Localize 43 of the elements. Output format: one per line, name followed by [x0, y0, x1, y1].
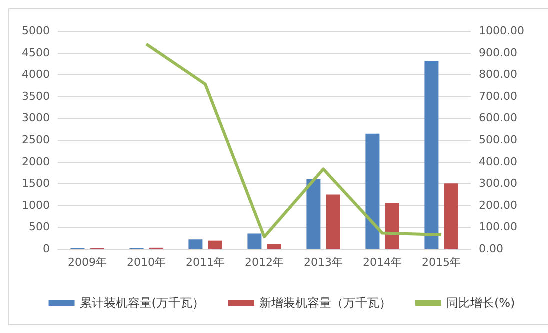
legend-label: 累计装机容量(万千瓦）: [80, 296, 204, 310]
y2-tick-label: 500.00: [479, 134, 518, 146]
y-tick-label: 2000: [22, 155, 50, 168]
bar: [188, 240, 203, 249]
y2-tick-label: 800.00: [479, 68, 518, 82]
bar: [385, 203, 400, 249]
x-tick-label: 2011年: [186, 256, 225, 269]
x-tick-label: 2012年: [245, 256, 284, 269]
y-tick-label: 4000: [22, 68, 50, 82]
y-tick-label: 5000: [22, 24, 50, 38]
x-tick-label: 2013年: [304, 256, 343, 269]
legend-label: 新增装机容量（万千瓦）: [259, 296, 392, 310]
y2-tick-label: 700.00: [479, 90, 518, 103]
bar: [444, 184, 458, 249]
y2-tick-label: 900.00: [479, 46, 518, 60]
y2-tick-label: 0.00: [479, 242, 504, 256]
y-tick-label: 500: [29, 220, 50, 234]
bar: [208, 240, 222, 249]
line-series: [145, 42, 443, 239]
y-tick-label: 3000: [22, 112, 50, 125]
y2-tick-label: 1000.00: [479, 24, 524, 38]
x-tick-label: 2014年: [363, 256, 402, 269]
x-tick-label: 2015年: [422, 256, 461, 269]
y2-tick-label: 100.00: [479, 220, 518, 234]
y-tick-label: 4500: [22, 46, 50, 60]
bar: [326, 194, 340, 249]
x-tick-label: 2009年: [68, 256, 107, 269]
legend-label: 同比增长(%): [446, 296, 516, 310]
y-tick-label: 2500: [22, 134, 50, 146]
bar: [366, 134, 380, 249]
y2-tick-label: 200.00: [479, 198, 518, 212]
bar: [267, 244, 282, 249]
y-tick-label: 3500: [22, 90, 50, 103]
y2-tick-label: 600.00: [479, 112, 518, 125]
bar: [424, 60, 439, 249]
y2-tick-label: 400.00: [479, 155, 518, 168]
y-tick-label: 1000: [22, 198, 50, 212]
x-tick-label: 2010年: [127, 256, 166, 269]
y-tick-label: 0: [43, 242, 50, 256]
bar: [248, 234, 262, 249]
y2-tick-label: 300.00: [479, 177, 518, 190]
y-tick-label: 1500: [22, 177, 50, 190]
bar: [306, 179, 321, 249]
